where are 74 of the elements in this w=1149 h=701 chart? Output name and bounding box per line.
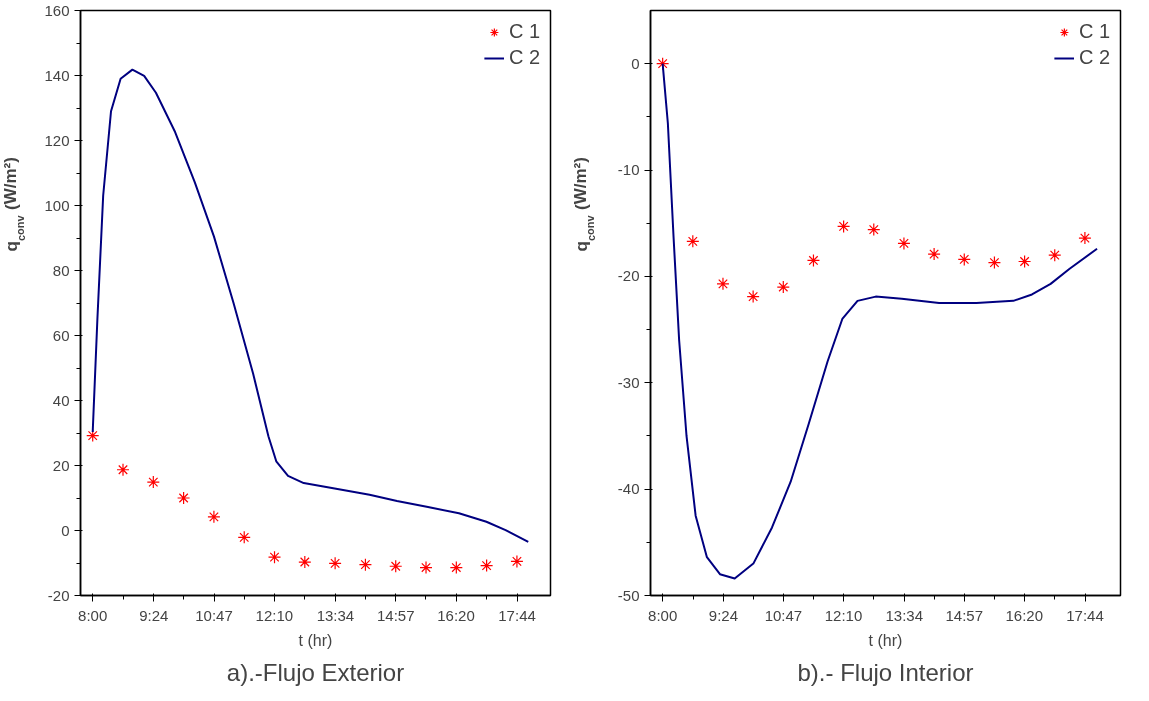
x-tick-label: 17:44	[1066, 606, 1104, 624]
line-series	[661, 62, 1099, 580]
point	[358, 558, 373, 572]
point	[686, 234, 700, 248]
legend-label: C 1	[508, 20, 540, 43]
point	[237, 530, 251, 544]
x-tick-label: 14:57	[945, 606, 984, 624]
legend-label: C 2	[1078, 46, 1110, 69]
text: a).-Flujo Exterior	[226, 658, 405, 686]
point	[1078, 231, 1092, 245]
point	[867, 223, 881, 237]
y-tick-label: 140	[44, 66, 70, 84]
point	[419, 560, 433, 575]
y-tick-label: 100	[44, 196, 70, 214]
point	[776, 280, 790, 294]
point	[116, 463, 130, 477]
legend-label: C 2	[508, 46, 540, 69]
y-tick-label: 160	[44, 1, 70, 19]
point	[146, 475, 160, 489]
y-tick-label: -10	[617, 161, 640, 179]
x-axis-title: t (hr)	[298, 631, 333, 649]
point	[957, 252, 971, 266]
x-tick-label: 9:24	[139, 606, 169, 624]
x-tick-label: 14:57	[376, 606, 415, 624]
point	[656, 57, 670, 71]
y-axis-title: qconv (W/m²)	[571, 157, 597, 252]
point	[1017, 254, 1032, 269]
x-tick-label: 17:44	[498, 606, 536, 624]
x-tick-label: 16:20	[437, 606, 475, 624]
point	[86, 429, 100, 443]
y-tick-label: 120	[44, 131, 70, 149]
x-tick-label: 10:47	[195, 606, 233, 624]
point	[207, 510, 221, 524]
y-tick-label: 20	[52, 456, 70, 474]
y-tick-label: 80	[52, 261, 70, 279]
point	[806, 253, 821, 268]
line-series	[91, 68, 530, 543]
y-tick-label: -20	[47, 586, 70, 604]
x-tick-label: 13:34	[316, 606, 355, 624]
y-tick-label: 60	[52, 326, 70, 344]
point	[267, 550, 282, 564]
y-tick-label: 0	[631, 54, 640, 72]
point	[298, 555, 312, 569]
x-tick-label: 12:10	[824, 606, 863, 624]
y-tick-label: 40	[52, 391, 70, 409]
point	[328, 556, 342, 570]
point	[927, 247, 941, 261]
point	[987, 255, 1002, 270]
point	[389, 559, 403, 573]
point	[837, 219, 851, 234]
x-tick-label: 13:34	[885, 606, 924, 624]
y-tick-label: -20	[617, 267, 640, 285]
y-tick-label: -50	[617, 586, 640, 604]
text: b).- Flujo Interior	[797, 658, 974, 686]
point	[480, 559, 494, 573]
x-axis-title: t (hr)	[868, 631, 903, 649]
x-tick-label: 8:00	[78, 606, 108, 624]
x-tick-label: 8:00	[648, 606, 678, 624]
point	[897, 236, 911, 251]
point	[510, 554, 524, 568]
legend-label: C 1	[1078, 20, 1110, 43]
point	[1048, 248, 1062, 262]
y-axis-title: qconv (W/m²)	[1, 157, 27, 252]
point	[449, 560, 463, 575]
y-tick-label: -40	[617, 480, 640, 498]
x-tick-label: 9:24	[708, 606, 739, 624]
x-tick-label: 10:47	[764, 606, 803, 624]
x-tick-label: 12:10	[255, 606, 294, 624]
y-tick-label: -30	[617, 373, 640, 391]
point	[177, 491, 191, 505]
point	[746, 290, 760, 304]
y-tick-label: 0	[61, 521, 70, 539]
point	[716, 277, 730, 291]
x-tick-label: 16:20	[1005, 606, 1044, 624]
